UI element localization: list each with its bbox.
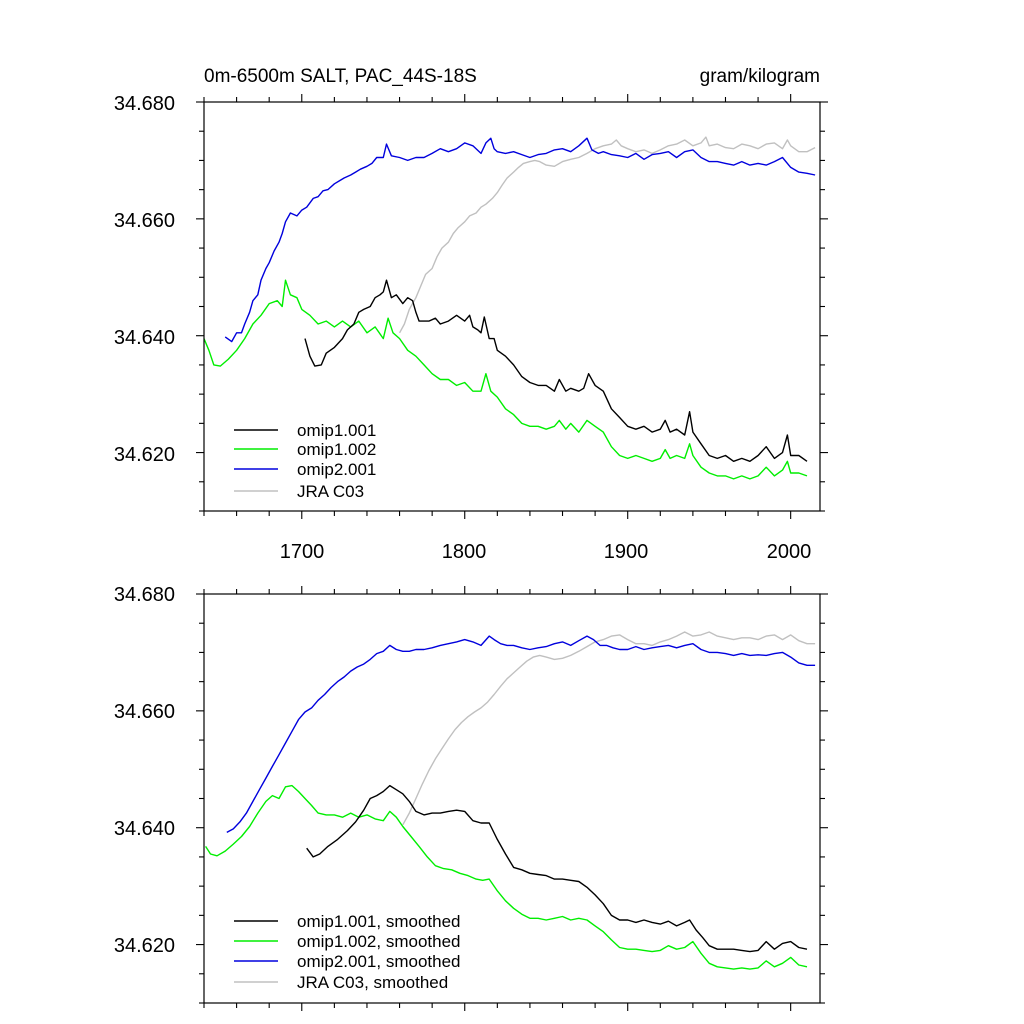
top-ytick-label-34660: 34.660 — [114, 210, 175, 232]
top-panel-legend: omip1.001 omip1.002 omip2.001 JRA C03 — [234, 421, 376, 501]
bottom-ytick-label-34680: 34.680 — [114, 584, 175, 606]
series-line-omip1-002 — [203, 279, 808, 480]
legend-label-omip2-001: omip2.001 — [297, 460, 376, 479]
bottom-panel: 34.680 34.660 34.640 34.620 omip1.001, s… — [114, 584, 828, 1011]
series-line-jra-c03 — [398, 136, 816, 334]
bottom-ytick-label-34620: 34.620 — [114, 935, 175, 957]
legend-label-omip1-002-smoothed: omip1.002, smoothed — [297, 932, 461, 951]
top-panel-series — [203, 136, 816, 480]
legend-label-jra-c03-smoothed: JRA C03, smoothed — [297, 973, 448, 992]
top-panel-units: gram/kilogram — [700, 66, 820, 87]
top-ytick-label-34680: 34.680 — [114, 93, 175, 115]
bottom-ytick-label-34640: 34.640 — [114, 818, 175, 840]
top-ytick-label-34640: 34.640 — [114, 327, 175, 349]
top-xtick-label-1800: 1800 — [442, 541, 487, 563]
top-xtick-label-2000: 2000 — [767, 541, 812, 563]
series-line-omip1-001 — [304, 279, 808, 462]
bottom-panel-y-tick-labels: 34.680 34.660 34.640 34.620 — [114, 584, 175, 957]
series-line-omip2-001 — [224, 137, 816, 343]
series-line-omip1-001-smoothed — [306, 784, 808, 953]
top-panel-y-tick-labels: 34.680 34.660 34.640 34.620 — [114, 93, 175, 466]
top-panel-x-tick-labels: 1700 1800 1900 2000 — [280, 541, 812, 563]
legend-label-omip1-001-smoothed: omip1.001, smoothed — [297, 912, 461, 931]
top-panel-title: 0m-6500m SALT, PAC_44S-18S — [204, 66, 477, 87]
top-xtick-label-1700: 1700 — [280, 541, 325, 563]
series-line-omip2-001-smoothed — [226, 635, 816, 834]
bottom-panel-ticks — [196, 586, 828, 1011]
legend-label-omip1-001: omip1.001 — [297, 421, 376, 440]
top-panel-frame — [203, 101, 821, 512]
top-panel-ticks — [196, 94, 828, 519]
legend-label-jra-c03: JRA C03 — [297, 482, 364, 501]
legend-label-omip2-001-smoothed: omip2.001, smoothed — [297, 952, 461, 971]
top-xtick-label-1900: 1900 — [604, 541, 649, 563]
series-line-omip1-002-smoothed — [205, 784, 808, 970]
top-panel: 0m-6500m SALT, PAC_44S-18S gram/kilogram… — [114, 66, 828, 563]
bottom-panel-series — [205, 631, 816, 970]
bottom-ytick-label-34660: 34.660 — [114, 701, 175, 723]
series-line-jra-c03-smoothed — [402, 631, 816, 826]
top-ytick-label-34620: 34.620 — [114, 444, 175, 466]
bottom-panel-legend: omip1.001, smoothed omip1.002, smoothed … — [234, 912, 461, 992]
bottom-panel-frame — [203, 593, 821, 1004]
legend-label-omip1-002: omip1.002 — [297, 440, 376, 459]
